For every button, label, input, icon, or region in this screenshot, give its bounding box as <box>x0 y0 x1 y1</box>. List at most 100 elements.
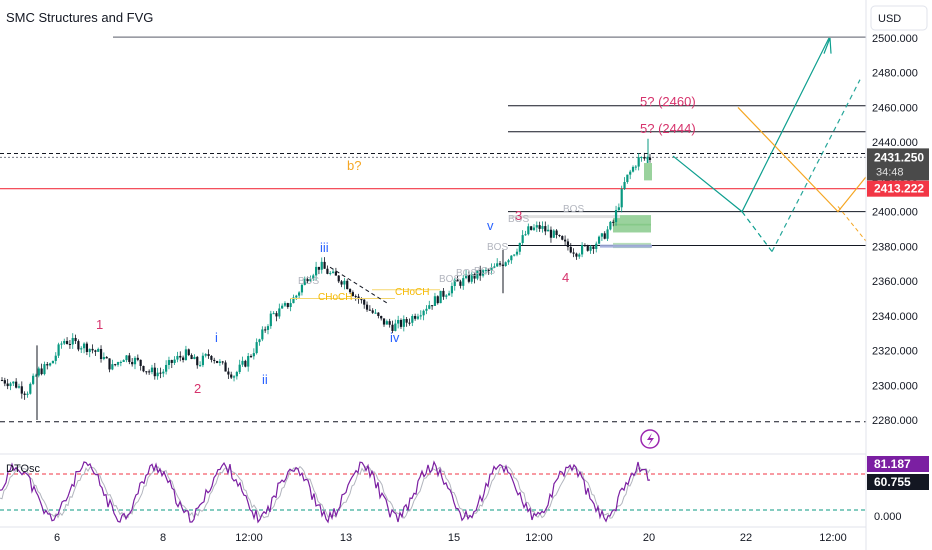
candle-body <box>600 233 603 237</box>
candle-body <box>620 189 623 208</box>
candle-body <box>286 303 289 307</box>
oscillator-signal-line <box>0 465 651 520</box>
candle-body <box>354 296 357 298</box>
red-price-label: 2413.222 <box>874 182 924 196</box>
candle-body <box>215 360 219 363</box>
candle-body <box>57 344 60 356</box>
candle-body <box>646 157 649 159</box>
choch-label: CHoCH <box>395 287 429 298</box>
candle-body <box>266 326 270 330</box>
candle-body <box>518 242 521 252</box>
candle-body <box>634 166 637 168</box>
projection-path-orange <box>737 107 867 213</box>
wave-label: i <box>215 330 218 345</box>
candle-body <box>380 315 383 319</box>
candle-body <box>221 361 224 363</box>
candle-body <box>643 157 646 159</box>
candle-body <box>340 281 343 285</box>
candle-body <box>614 210 618 223</box>
wave-label: iii <box>320 240 329 255</box>
candle-body <box>133 357 137 365</box>
candle-body <box>464 274 468 279</box>
candle-body <box>408 322 411 324</box>
candle-body <box>493 266 496 268</box>
candle-body <box>264 329 267 331</box>
candle-body <box>12 381 15 384</box>
candle-body <box>49 363 52 366</box>
candle-body <box>433 296 437 306</box>
bos-label: BOS <box>487 242 508 253</box>
current-price-label: 2431.250 <box>874 150 924 164</box>
candle-body <box>595 243 598 249</box>
lightning-icon[interactable] <box>640 429 660 449</box>
wave-label: b? <box>347 158 361 173</box>
time-tick-label: 12:00 <box>819 532 847 544</box>
candle-body <box>357 296 360 300</box>
candle-body <box>29 383 32 394</box>
candle-body <box>549 229 553 238</box>
price-tick-label: 2360.000 <box>872 276 918 288</box>
candle-body <box>566 241 570 247</box>
candle-body <box>589 246 592 251</box>
candle-body <box>382 318 386 325</box>
candle-body <box>182 357 185 360</box>
price-tick-label: 2380.000 <box>872 241 918 253</box>
candle-body <box>34 375 38 377</box>
candle-body <box>261 329 264 340</box>
candle-body <box>609 221 612 230</box>
candle-body <box>331 271 335 273</box>
candle-body <box>88 348 91 353</box>
candle-body <box>504 262 507 266</box>
candle-body <box>481 270 485 276</box>
candle-body <box>193 356 196 360</box>
price-tick-label: 2280.000 <box>872 415 918 427</box>
candle-body <box>419 315 422 317</box>
candle-body <box>558 235 561 237</box>
candle-body <box>334 271 338 276</box>
candle-body <box>476 270 479 279</box>
candle-body <box>97 348 100 352</box>
candle-body <box>603 233 606 239</box>
candle-body <box>473 274 476 279</box>
candle-body <box>343 280 346 285</box>
candle-body <box>402 319 405 327</box>
candle-body <box>3 380 6 384</box>
candle-body <box>462 278 465 286</box>
candle-body <box>623 181 626 190</box>
bos-label: BOS <box>456 268 477 279</box>
candle-body <box>414 315 417 319</box>
currency-button[interactable]: USD <box>870 5 928 31</box>
candle-body <box>63 340 66 344</box>
candle-body <box>275 313 278 317</box>
candle-body <box>238 364 241 373</box>
candle-body <box>269 313 272 327</box>
candle-body <box>326 268 329 274</box>
candle-body <box>300 284 304 293</box>
candle-body <box>167 360 171 365</box>
candle-body <box>187 349 190 356</box>
candle-body <box>442 290 445 297</box>
candle-body <box>399 319 403 327</box>
candle-body <box>94 350 97 352</box>
candle-body <box>397 319 400 324</box>
candle-body <box>569 246 572 253</box>
candle-body <box>371 310 374 313</box>
candle-body <box>111 364 114 370</box>
candle-body <box>207 354 210 356</box>
candle-body <box>156 372 159 377</box>
fvg-zone <box>613 215 651 226</box>
candle-body <box>252 353 255 357</box>
price-tick-label: 2320.000 <box>872 346 918 358</box>
wave-label: 4 <box>562 270 569 285</box>
time-tick-label: 12:00 <box>525 532 553 544</box>
price-tick-label: 2480.000 <box>872 68 918 80</box>
candle-body <box>17 386 21 388</box>
candle-body <box>173 359 176 363</box>
candle-body <box>131 361 134 365</box>
candle-body <box>32 375 35 384</box>
candle-body <box>128 355 131 362</box>
candle-body <box>295 295 298 298</box>
candle-body <box>521 235 524 243</box>
candle-body <box>377 312 380 316</box>
